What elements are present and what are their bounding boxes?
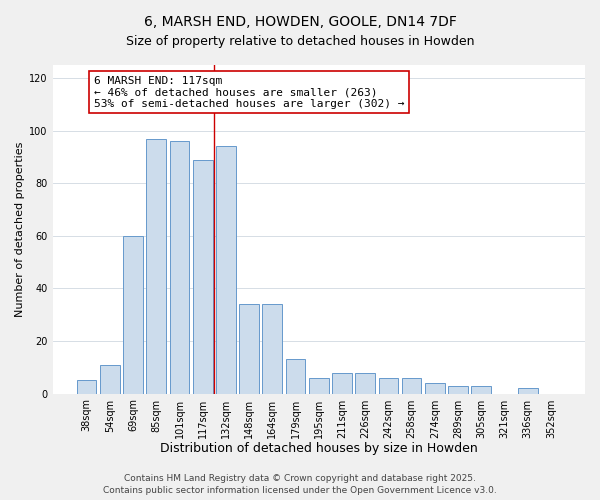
Bar <box>332 372 352 394</box>
Bar <box>518 388 538 394</box>
Bar <box>355 372 375 394</box>
Bar <box>309 378 329 394</box>
Bar <box>193 160 212 394</box>
Bar <box>379 378 398 394</box>
Bar <box>216 146 236 394</box>
Bar <box>146 138 166 394</box>
Text: Size of property relative to detached houses in Howden: Size of property relative to detached ho… <box>126 35 474 48</box>
Bar <box>472 386 491 394</box>
X-axis label: Distribution of detached houses by size in Howden: Distribution of detached houses by size … <box>160 442 478 455</box>
Bar <box>448 386 468 394</box>
Text: 6 MARSH END: 117sqm
← 46% of detached houses are smaller (263)
53% of semi-detac: 6 MARSH END: 117sqm ← 46% of detached ho… <box>94 76 404 108</box>
Bar <box>425 383 445 394</box>
Bar <box>402 378 421 394</box>
Bar <box>170 141 190 394</box>
Y-axis label: Number of detached properties: Number of detached properties <box>15 142 25 317</box>
Bar <box>77 380 97 394</box>
Text: 6, MARSH END, HOWDEN, GOOLE, DN14 7DF: 6, MARSH END, HOWDEN, GOOLE, DN14 7DF <box>143 15 457 29</box>
Bar <box>286 360 305 394</box>
Bar <box>262 304 282 394</box>
Bar <box>100 364 119 394</box>
Bar <box>123 236 143 394</box>
Bar <box>239 304 259 394</box>
Text: Contains HM Land Registry data © Crown copyright and database right 2025.
Contai: Contains HM Land Registry data © Crown c… <box>103 474 497 495</box>
